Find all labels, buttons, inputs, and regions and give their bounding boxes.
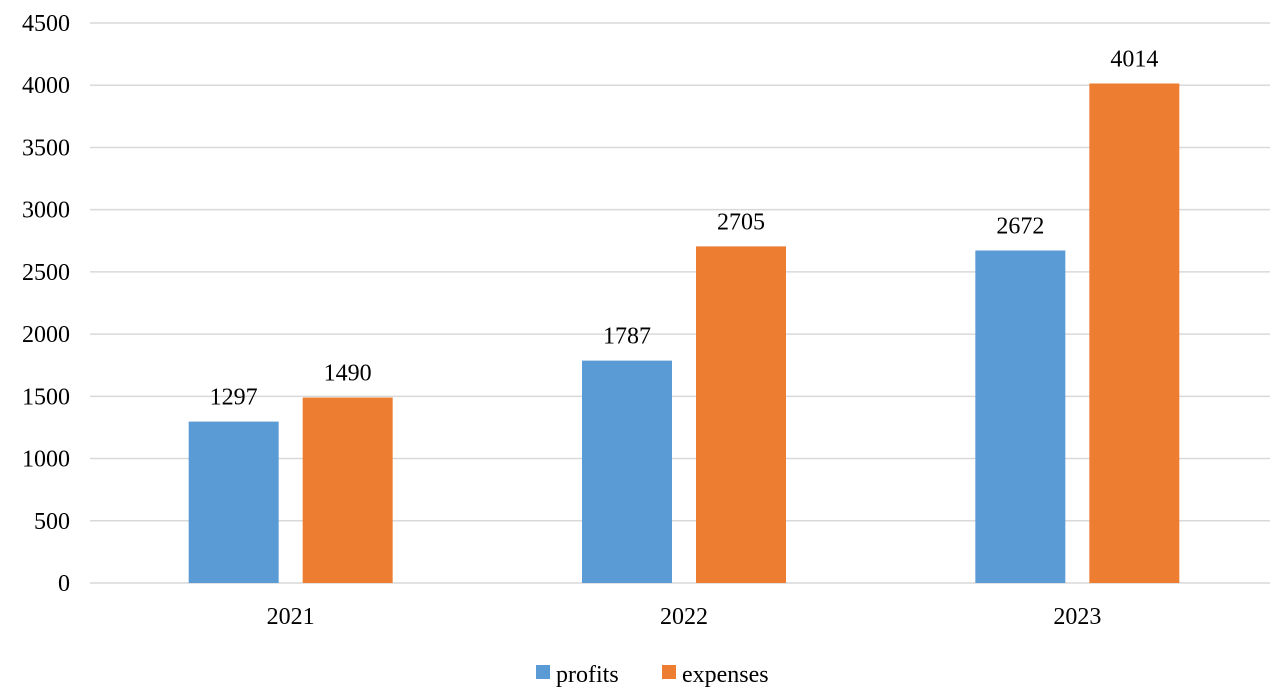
data-label-expenses-2022: 2705 [717, 209, 765, 235]
x-axis-tick-labels: 2021 2022 2023 [267, 604, 1102, 630]
bar-profits-2021 [188, 421, 279, 583]
legend-swatch-profits [536, 665, 550, 679]
gridlines [90, 22, 1270, 584]
legend-label-profits: profits [556, 662, 619, 688]
y-tick-label: 2500 [22, 260, 70, 286]
bars [188, 83, 1180, 584]
bar-expenses-2023 [1089, 83, 1180, 583]
y-tick-label: 0 [58, 571, 70, 597]
y-tick-label: 4000 [22, 73, 70, 99]
legend-swatch-expenses [662, 665, 676, 679]
x-tick-label-2023: 2023 [1053, 604, 1101, 630]
y-tick-label: 3500 [22, 135, 70, 161]
legend: profits expenses [536, 662, 769, 688]
y-tick-label: 4500 [22, 11, 70, 37]
data-label-expenses-2023: 4014 [1110, 46, 1158, 72]
y-tick-label: 1000 [22, 447, 70, 473]
y-tick-label: 1500 [22, 384, 70, 410]
y-tick-label: 500 [34, 509, 70, 535]
legend-label-expenses: expenses [682, 662, 769, 688]
data-label-expenses-2021: 1490 [324, 361, 372, 387]
data-label-profits-2023: 2672 [996, 213, 1044, 239]
x-tick-label-2021: 2021 [267, 604, 315, 630]
bar-expenses-2021 [302, 397, 393, 583]
x-tick-label-2022: 2022 [660, 604, 708, 630]
data-label-profits-2022: 1787 [603, 324, 651, 350]
bar-profits-2023 [975, 250, 1066, 584]
y-tick-label: 3000 [22, 198, 70, 224]
data-labels: 1297 1490 1787 2705 2672 4014 [210, 46, 1159, 410]
y-tick-label: 2000 [22, 322, 70, 348]
bar-expenses-2022 [696, 246, 786, 583]
data-label-profits-2021: 1297 [210, 385, 258, 411]
y-axis-tick-labels: 0 500 1000 1500 2000 2500 3000 3500 4000 4500 [22, 11, 70, 597]
bar-profits-2022 [582, 360, 672, 583]
